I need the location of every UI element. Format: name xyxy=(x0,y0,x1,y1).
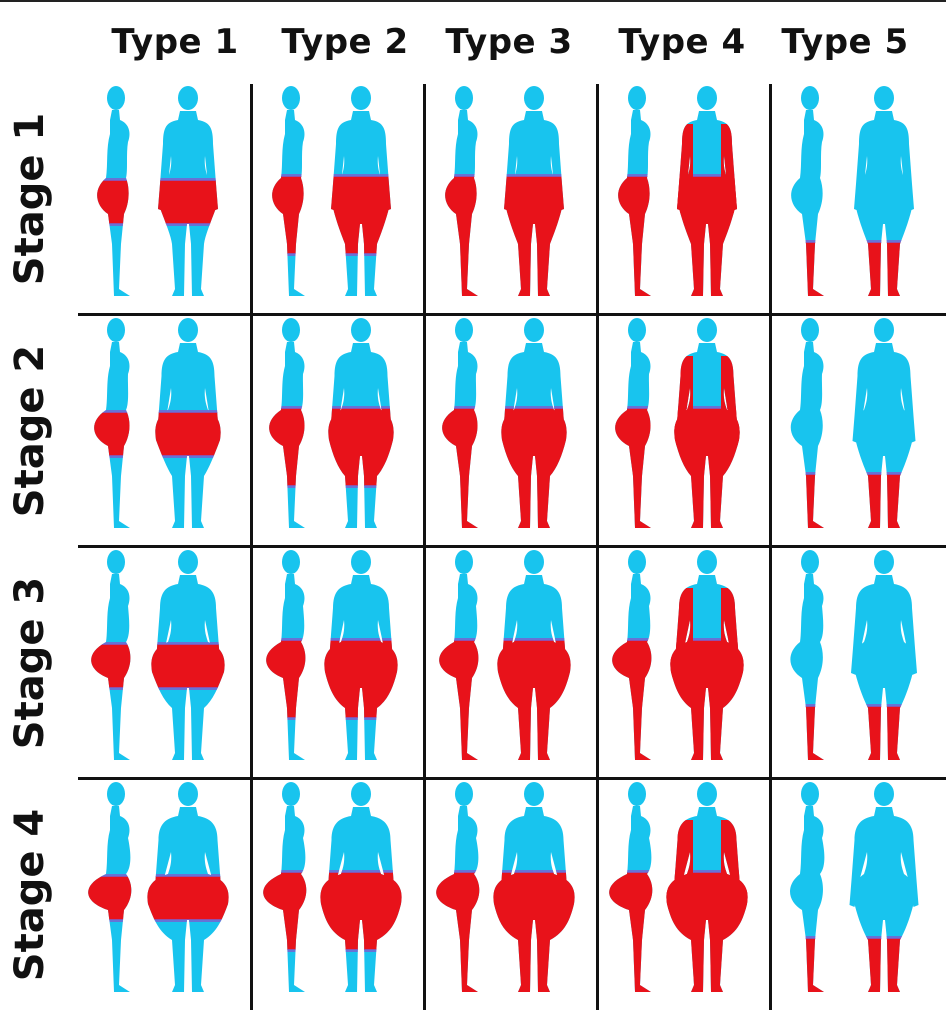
fat-region xyxy=(155,412,221,456)
figure-cell xyxy=(253,548,423,777)
figure-cell xyxy=(772,316,946,545)
figure-cell xyxy=(426,84,596,313)
top-border xyxy=(0,0,946,2)
fat-region xyxy=(790,938,825,992)
front-view-figure xyxy=(155,318,221,528)
figure-cell xyxy=(599,548,769,777)
figure-cell xyxy=(772,780,946,1009)
column-header-type-4: Type 4 xyxy=(618,22,746,62)
figure-cell xyxy=(426,548,596,777)
figure-cell xyxy=(772,548,946,777)
row-header-stage-2: Stage 2 xyxy=(7,344,54,518)
figure-cell xyxy=(78,548,250,777)
fat-region xyxy=(854,242,914,296)
figure-cell xyxy=(253,84,423,313)
front-view-figure xyxy=(151,550,225,760)
fat-region xyxy=(158,180,218,224)
figure-cell xyxy=(426,780,596,1009)
figure-cell xyxy=(599,780,769,1009)
front-view-figure xyxy=(158,86,218,296)
row-header-stage-4: Stage 4 xyxy=(7,808,54,982)
row-header-stage-3: Stage 3 xyxy=(7,576,54,750)
row-divider xyxy=(78,313,946,316)
fat-region xyxy=(147,876,229,920)
figure-cell xyxy=(772,84,946,313)
figure-cell xyxy=(599,84,769,313)
figure-cell xyxy=(426,316,596,545)
fat-region xyxy=(849,938,919,992)
fat-region xyxy=(790,474,824,528)
column-header-type-3: Type 3 xyxy=(445,22,573,62)
row-header-stage-1: Stage 1 xyxy=(7,112,54,286)
figure-cell xyxy=(253,780,423,1009)
fat-region xyxy=(852,474,916,528)
column-header-type-1: Type 1 xyxy=(111,22,239,62)
figure-cell xyxy=(78,780,250,1009)
front-view-figure xyxy=(147,782,229,992)
figure-cell xyxy=(78,84,250,313)
fat-region xyxy=(151,644,225,688)
figure-cell xyxy=(253,316,423,545)
column-header-type-2: Type 2 xyxy=(281,22,409,62)
column-header-type-5: Type 5 xyxy=(781,22,909,62)
fat-region xyxy=(790,706,824,760)
row-divider xyxy=(78,777,946,780)
figure-cell xyxy=(78,316,250,545)
fat-region xyxy=(851,706,917,760)
fat-region xyxy=(791,242,824,296)
row-divider xyxy=(78,545,946,548)
figure-cell xyxy=(599,316,769,545)
